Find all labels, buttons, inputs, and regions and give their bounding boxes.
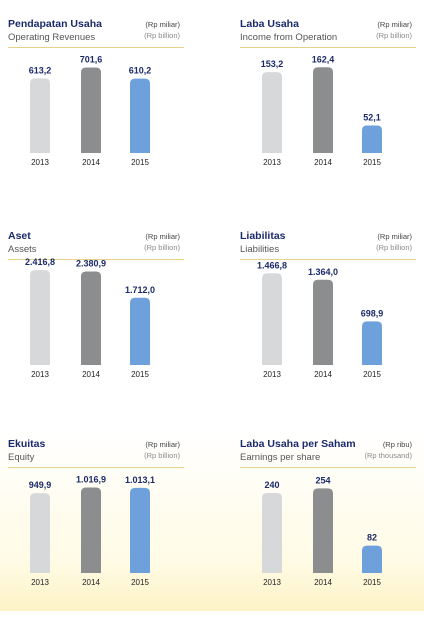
x-tick-label: 2015 [131,370,149,379]
x-tick-label: 2015 [363,370,381,379]
chart-panel-equity: Ekuitas Equity (Rp miliar) (Rp billion) … [8,438,184,623]
value-label: 1.013,1 [125,475,155,485]
bar-2015 [362,125,382,153]
value-label: 701,6 [80,55,103,65]
x-tick-label: 2014 [314,370,332,379]
bar-2015 [130,297,150,365]
bar-2013 [30,493,50,573]
chart-subtitle: Equity [8,452,35,463]
chart-subtitle: Liabilities [240,244,280,255]
unit-label-id: (Rp miliar) [145,232,180,241]
value-label: 162,4 [312,54,335,64]
chart-panel-income-from-operation: Laba Usaha Income from Operation (Rp mil… [240,18,416,203]
unit-label-en: (Rp billion) [144,243,180,252]
chart-title: Ekuitas [8,438,46,450]
header-rule [240,47,416,48]
unit-label-en: (Rp billion) [376,31,412,40]
value-label: 698,9 [361,308,384,318]
chart-panel-liabilities: Liabilitas Liabilities (Rp miliar) (Rp b… [240,230,416,415]
unit-label-en: (Rp billion) [144,31,180,40]
header-rule [8,47,184,48]
value-label: 949,9 [29,480,52,490]
value-label: 240 [264,480,279,490]
chart-svg: 153,2 2013 162,4 2014 52,1 2015 [261,54,382,167]
unit-label-id: (Rp ribu) [382,440,412,449]
chart-subtitle: Operating Revenues [8,32,96,43]
bar-2014 [313,488,333,573]
value-label: 254 [315,475,330,485]
chart-panel-operating-revenues: Pendapatan Usaha Operating Revenues (Rp … [8,18,184,203]
value-label: 1.016,9 [76,475,106,485]
x-tick-label: 2014 [314,578,332,587]
chart-subtitle: Earnings per share [240,452,321,463]
header-rule [240,467,416,468]
x-tick-label: 2013 [31,158,49,167]
bar-2014 [81,67,101,153]
value-label: 52,1 [363,113,381,123]
x-tick-label: 2013 [263,370,281,379]
value-label: 153,2 [261,59,284,69]
unit-label-id: (Rp miliar) [145,20,180,29]
unit-label-en: (Rp billion) [376,243,412,252]
chart-title: Laba Usaha per Saham [240,438,356,450]
chart-title: Aset [8,230,31,242]
value-label: 2.380,9 [76,259,106,269]
x-tick-label: 2014 [82,578,100,587]
bar-2014 [313,279,333,365]
bar-2013 [262,273,282,365]
bar-2015 [362,545,382,573]
x-tick-label: 2015 [363,578,381,587]
value-label: 82 [367,533,377,543]
x-tick-label: 2015 [363,158,381,167]
unit-label-id: (Rp miliar) [145,440,180,449]
chart-title: Liabilitas [240,230,286,242]
value-label: 1.364,0 [308,267,338,277]
header-rule [8,259,184,260]
bar-2013 [262,72,282,153]
bar-2013 [30,78,50,153]
chart-svg: 949,9 2013 1.016,9 2014 1.013,1 2015 [29,475,155,587]
bar-2013 [262,493,282,573]
unit-label-id: (Rp miliar) [377,20,412,29]
x-tick-label: 2014 [82,370,100,379]
chart-svg: 1.466,8 2013 1.364,0 2014 698,9 2015 [257,260,384,379]
bar-2014 [81,271,101,365]
x-tick-label: 2014 [82,158,100,167]
x-tick-label: 2013 [31,370,49,379]
header-rule [240,259,416,260]
bar-2014 [81,487,101,573]
value-label: 1.712,0 [125,285,155,295]
bar-2015 [130,487,150,573]
value-label: 1.466,8 [257,260,287,270]
chart-svg: 613,2 2013 701,6 2014 610,2 2015 [29,55,152,167]
x-tick-label: 2013 [31,578,49,587]
x-tick-label: 2013 [263,578,281,587]
value-label: 2.416,8 [25,257,55,267]
bar-2015 [130,78,150,153]
bar-2013 [30,270,50,365]
chart-subtitle: Income from Operation [240,32,338,43]
bar-2014 [313,67,333,153]
chart-svg: 240 2013 254 2014 82 2015 [262,475,382,587]
chart-title: Laba Usaha [240,18,299,30]
chart-panel-assets: Aset Assets (Rp miliar) (Rp billion) 2.4… [8,230,184,415]
unit-label-id: (Rp miliar) [377,232,412,241]
chart-title: Pendapatan Usaha [8,18,102,30]
header-rule [8,467,184,468]
value-label: 613,2 [29,65,52,75]
x-tick-label: 2014 [314,158,332,167]
x-tick-label: 2015 [131,578,149,587]
chart-svg: 2.416,8 2013 2.380,9 2014 1.712,0 2015 [25,257,155,379]
bar-2015 [362,321,382,365]
x-tick-label: 2015 [131,158,149,167]
x-tick-label: 2013 [263,158,281,167]
chart-subtitle: Assets [8,244,37,255]
value-label: 610,2 [129,66,152,76]
unit-label-en: (Rp thousand) [364,451,412,460]
chart-panel-earnings-per-share: Laba Usaha per Saham Earnings per share … [240,438,416,623]
unit-label-en: (Rp billion) [144,451,180,460]
